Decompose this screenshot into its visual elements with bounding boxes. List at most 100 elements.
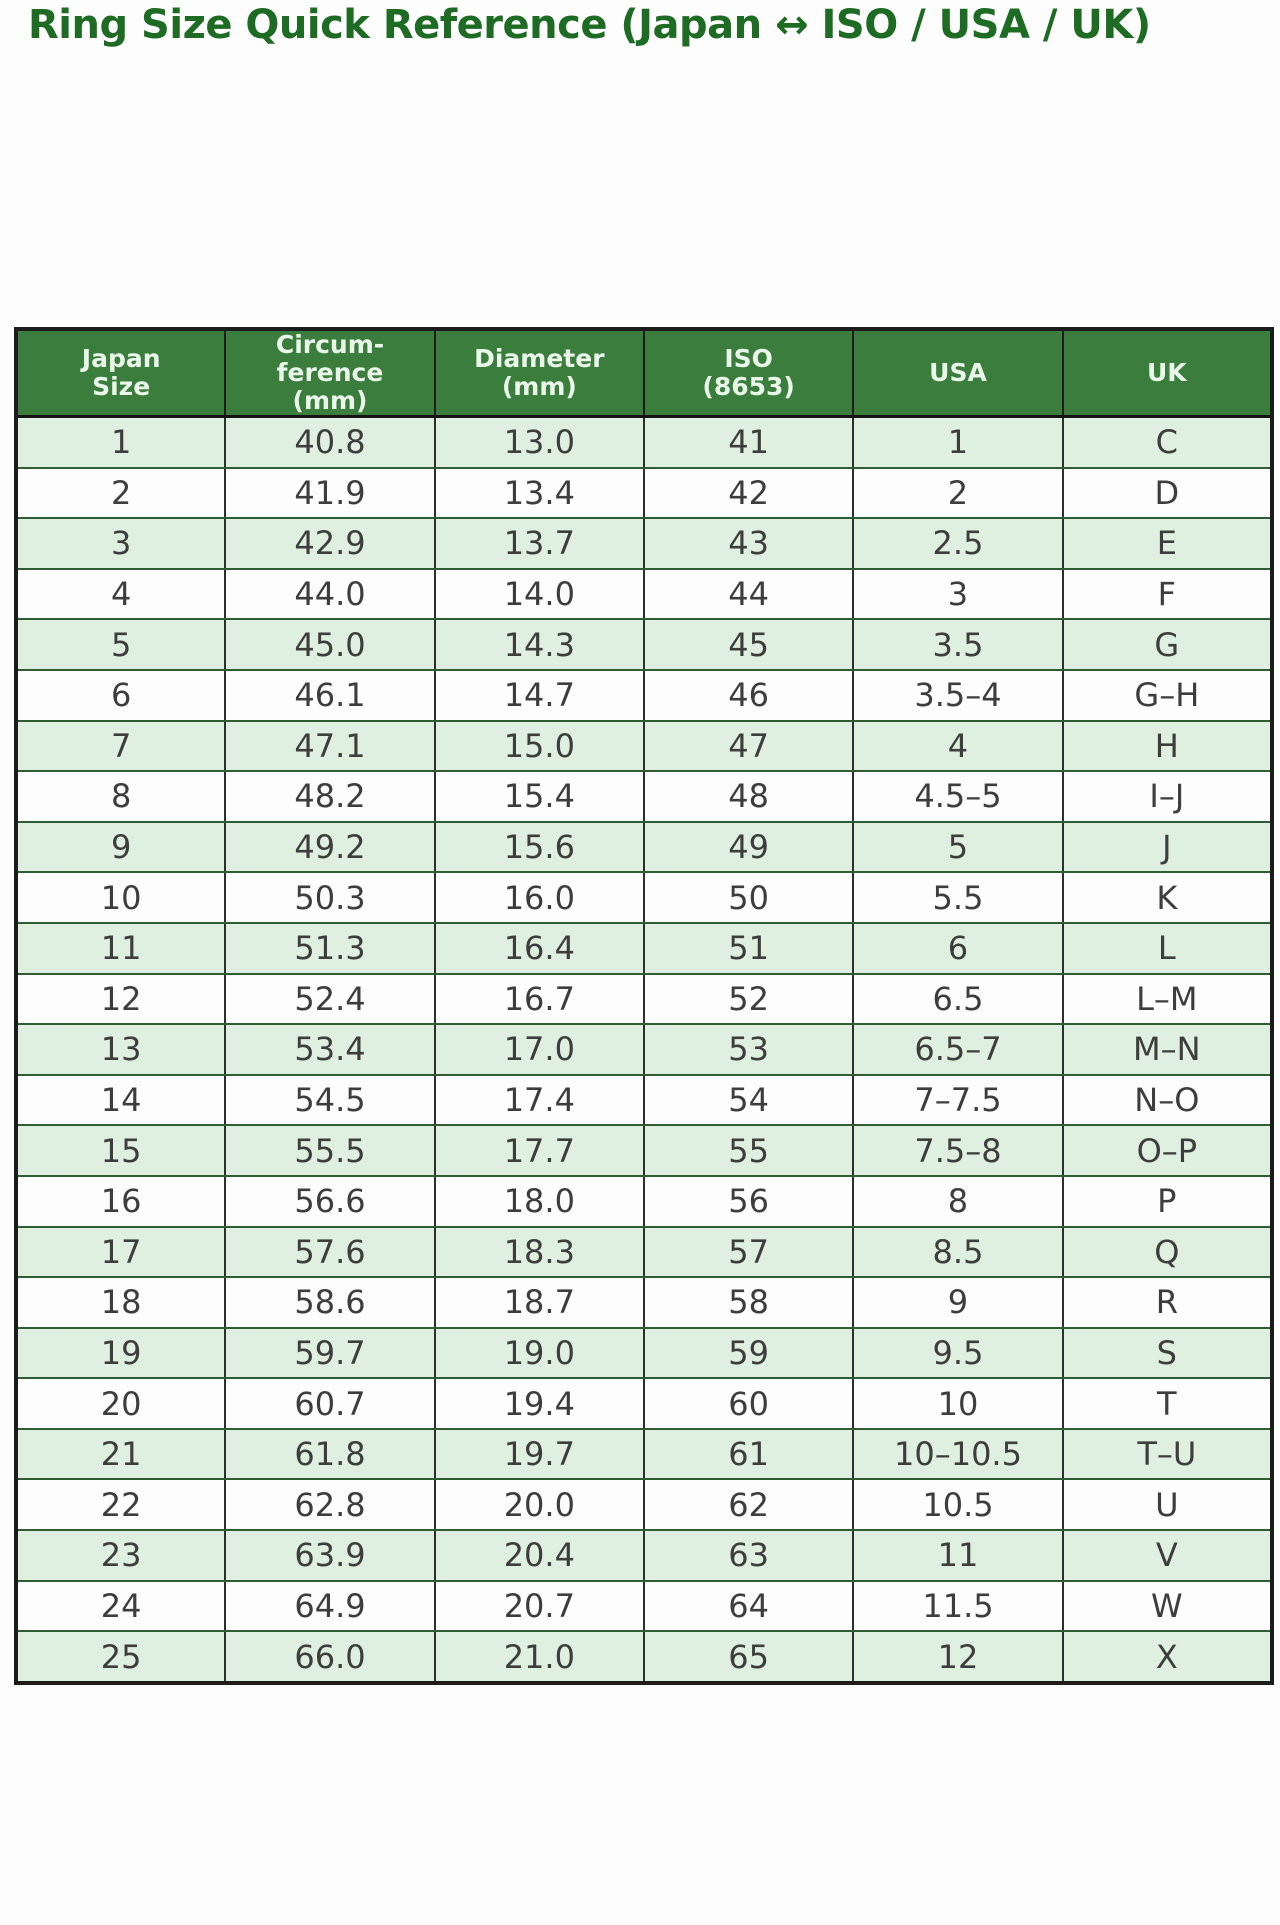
table-cell-usa: 9.5 <box>852 1326 1064 1380</box>
table-cell-usa: 5.5 <box>852 871 1064 924</box>
table-cell-usa: 5 <box>852 820 1064 874</box>
table-cell-japan-size: 18 <box>14 1276 227 1329</box>
table-cell-circumference-mm: 59.7 <box>224 1326 436 1380</box>
table-cell-diameter-mm: 19.7 <box>433 1427 645 1481</box>
table-cell-circumference-mm: 44.0 <box>224 567 436 621</box>
table-cell-circumference-mm: 52.4 <box>224 972 436 1026</box>
table-cell-usa: 11 <box>852 1529 1064 1582</box>
table-cell-uk: M–N <box>1061 1023 1274 1076</box>
table-cell-japan-size: 19 <box>14 1326 227 1380</box>
table-cell-usa: 3.5 <box>852 618 1064 671</box>
table-cell-iso-8653: 65 <box>642 1630 855 1684</box>
table-cell-japan-size: 24 <box>14 1579 227 1633</box>
table-cell-iso-8653: 48 <box>642 770 855 823</box>
table-cell-japan-size: 12 <box>14 972 227 1026</box>
table-cell-circumference-mm: 48.2 <box>224 770 436 823</box>
table-cell-usa: 6 <box>852 921 1064 975</box>
table-cell-japan-size: 5 <box>14 618 227 671</box>
table-cell-usa: 4.5–5 <box>852 770 1064 823</box>
table-cell-usa: 9 <box>852 1276 1064 1329</box>
table-cell-iso-8653: 57 <box>642 1225 855 1279</box>
table-cell-uk: P <box>1061 1174 1274 1228</box>
table-cell-diameter-mm: 21.0 <box>433 1630 645 1684</box>
table-cell-diameter-mm: 20.4 <box>433 1529 645 1582</box>
table-cell-diameter-mm: 15.0 <box>433 719 645 773</box>
table-cell-iso-8653: 51 <box>642 921 855 975</box>
table-cell-japan-size: 21 <box>14 1427 227 1481</box>
table-row: 23 63.9 20.4 63 11 V <box>14 1529 1274 1582</box>
table-cell-usa: 3.5–4 <box>852 668 1064 722</box>
table-cell-uk: L <box>1061 921 1274 975</box>
table-cell-uk: C <box>1061 415 1274 469</box>
table-row: 2 41.9 13.4 42 2 D <box>14 466 1274 520</box>
table-cell-circumference-mm: 49.2 <box>224 820 436 874</box>
table-cell-iso-8653: 56 <box>642 1174 855 1228</box>
table-cell-japan-size: 2 <box>14 466 227 520</box>
table-cell-usa: 10 <box>852 1377 1064 1430</box>
table-cell-usa: 2.5 <box>852 517 1064 570</box>
table-row: 6 46.1 14.7 46 3.5–4 G–H <box>14 668 1274 722</box>
table-cell-circumference-mm: 56.6 <box>224 1174 436 1228</box>
ring-size-table: Japan Size Circum- ference (mm) Diameter… <box>14 327 1274 1685</box>
table-row: 21 61.8 19.7 61 10–10.5 T–U <box>14 1427 1274 1481</box>
table-cell-uk: J <box>1061 820 1274 874</box>
table-cell-diameter-mm: 17.0 <box>433 1023 645 1076</box>
table-cell-circumference-mm: 51.3 <box>224 921 436 975</box>
col-header-diameter-mm: Diameter (mm) <box>433 329 645 418</box>
table-cell-iso-8653: 58 <box>642 1276 855 1329</box>
table-cell-iso-8653: 53 <box>642 1023 855 1076</box>
table-row: 4 44.0 14.0 44 3 F <box>14 567 1274 621</box>
table-cell-japan-size: 17 <box>14 1225 227 1279</box>
table-cell-diameter-mm: 18.0 <box>433 1174 645 1228</box>
page-title: Ring Size Quick Reference (Japan ↔ ISO /… <box>28 2 1151 48</box>
table-cell-iso-8653: 47 <box>642 719 855 773</box>
table-cell-usa: 7–7.5 <box>852 1073 1064 1127</box>
table-cell-circumference-mm: 61.8 <box>224 1427 436 1481</box>
ring-size-table-container: Japan Size Circum- ference (mm) Diameter… <box>14 327 1274 1685</box>
table-cell-uk: I–J <box>1061 770 1274 823</box>
table-cell-japan-size: 15 <box>14 1124 227 1177</box>
table-row: 22 62.8 20.0 62 10.5 U <box>14 1478 1274 1532</box>
table-cell-japan-size: 7 <box>14 719 227 773</box>
table-cell-iso-8653: 62 <box>642 1478 855 1532</box>
table-cell-diameter-mm: 14.7 <box>433 668 645 722</box>
table-cell-japan-size: 25 <box>14 1630 227 1684</box>
table-cell-circumference-mm: 50.3 <box>224 871 436 924</box>
table-cell-diameter-mm: 16.7 <box>433 972 645 1026</box>
table-cell-iso-8653: 45 <box>642 618 855 671</box>
table-row: 19 59.7 19.0 59 9.5 S <box>14 1326 1274 1380</box>
table-cell-diameter-mm: 14.3 <box>433 618 645 671</box>
table-cell-circumference-mm: 46.1 <box>224 668 436 722</box>
table-cell-circumference-mm: 41.9 <box>224 466 436 520</box>
table-row: 8 48.2 15.4 48 4.5–5 I–J <box>14 770 1274 823</box>
table-cell-japan-size: 4 <box>14 567 227 621</box>
table-header-row: Japan Size Circum- ference (mm) Diameter… <box>14 329 1274 418</box>
table-cell-usa: 8 <box>852 1174 1064 1228</box>
table-row: 3 42.9 13.7 43 2.5 E <box>14 517 1274 570</box>
table-cell-diameter-mm: 13.7 <box>433 517 645 570</box>
table-cell-japan-size: 23 <box>14 1529 227 1582</box>
table-cell-diameter-mm: 17.4 <box>433 1073 645 1127</box>
col-header-circumference-mm: Circum- ference (mm) <box>224 329 436 418</box>
table-cell-diameter-mm: 17.7 <box>433 1124 645 1177</box>
table-row: 24 64.9 20.7 64 11.5 W <box>14 1579 1274 1633</box>
table-cell-uk: R <box>1061 1276 1274 1329</box>
table-cell-japan-size: 16 <box>14 1174 227 1228</box>
table-cell-diameter-mm: 16.4 <box>433 921 645 975</box>
table-cell-circumference-mm: 55.5 <box>224 1124 436 1177</box>
table-cell-circumference-mm: 57.6 <box>224 1225 436 1279</box>
table-cell-usa: 6.5 <box>852 972 1064 1026</box>
table-cell-usa: 8.5 <box>852 1225 1064 1279</box>
table-cell-usa: 7.5–8 <box>852 1124 1064 1177</box>
table-row: 7 47.1 15.0 47 4 H <box>14 719 1274 773</box>
table-cell-diameter-mm: 20.7 <box>433 1579 645 1633</box>
table-cell-iso-8653: 52 <box>642 972 855 1026</box>
table-cell-diameter-mm: 16.0 <box>433 871 645 924</box>
table-cell-iso-8653: 43 <box>642 517 855 570</box>
table-row: 20 60.7 19.4 60 10 T <box>14 1377 1274 1430</box>
table-cell-uk: L–M <box>1061 972 1274 1026</box>
table-cell-uk: Q <box>1061 1225 1274 1279</box>
table-cell-iso-8653: 64 <box>642 1579 855 1633</box>
table-cell-uk: V <box>1061 1529 1274 1582</box>
table-cell-uk: U <box>1061 1478 1274 1532</box>
